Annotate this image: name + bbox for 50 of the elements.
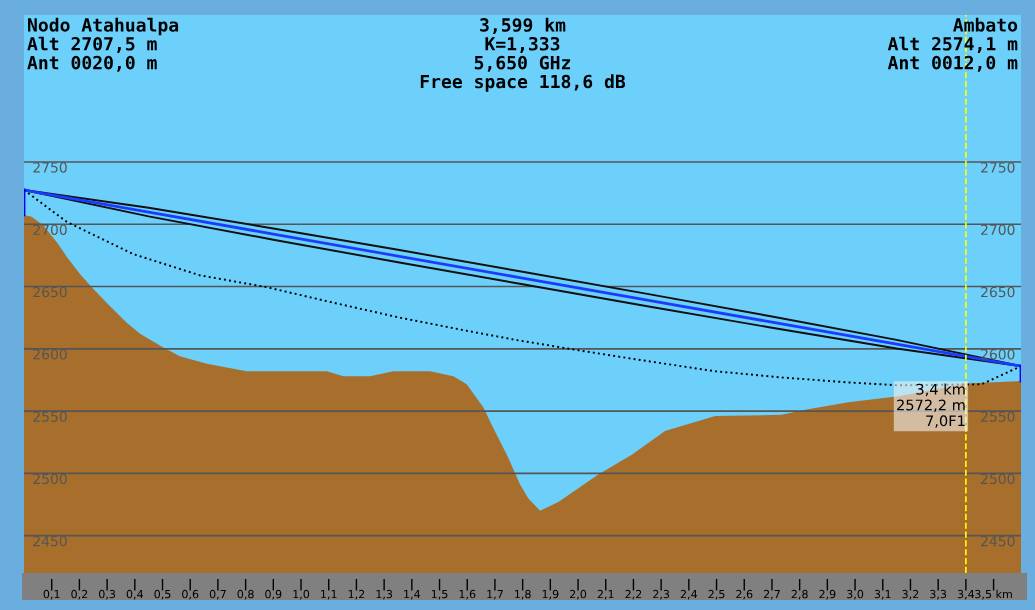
x-tick-label: 1,8 [515,589,531,600]
x-tick-label: 2,6 [736,589,753,600]
y2-tick-label: 2650 [981,286,1015,298]
y2-tick-label: 2700 [981,224,1015,235]
x-tick-label: 0,2 [71,589,88,600]
x-tick-label: 2,1 [597,589,614,600]
y-tick-label: 2500 [33,473,67,485]
x-tick-label: 1,3 [376,589,393,600]
y-tick-label: 2450 [33,535,67,547]
y2-tick-label: 2450 [981,535,1015,547]
x-tick-label: 3,2 [902,589,919,600]
x-tick-label: 0,6 [182,589,199,600]
x-tick-label: 3,0 [847,589,864,600]
x-tick-label: 1,0 [293,589,310,600]
x-tick-label: 1,1 [321,590,337,600]
x-tick-label: 3,4 [957,589,975,600]
x-tick-label: 0,3 [99,589,116,600]
y2-tick-label: 2500 [981,473,1015,485]
x-tick-label: 1,5 [431,590,448,600]
x-tick-label: 0,8 [237,589,254,600]
x-tick-label: 0,4 [126,589,144,600]
x-tick-label: 1,9 [542,589,559,600]
y2-tick-label: 2600 [981,349,1015,360]
annotation: Ambato Alt 2574,1 m Ant 0012,0 m [887,17,1018,72]
x-tick-label: 3,1 [874,589,891,600]
x-tick-label: 0,5 [154,589,171,600]
x-tick-label: 2,4 [680,589,698,600]
y2-tick-label: 2750 [981,162,1015,173]
x-tick-label: 2,9 [819,589,836,600]
x-tick-label: 2,5 [708,589,725,600]
annotation: 3,599 km K=1,333 5,650 GHz Free space 118,6 dB [420,17,626,92]
x-tick-label: 1,7 [487,590,503,600]
x-tick-label: 1,4 [404,590,421,600]
y-tick-label: 2750 [33,162,67,173]
x-tick-label: 2,0 [570,589,587,600]
x-tick-label: 2,3 [653,589,670,600]
x-tick-label: 3,5 km [975,589,1012,600]
x-tick-label: 1,2 [348,589,365,600]
x-tick-label: 2,8 [791,589,808,600]
annotation: 3,4 km 2572,2 m 7,0F1 [897,383,965,428]
x-tick-label: 3,3 [930,589,947,600]
x-tick-label: 0,9 [265,589,282,600]
x-tick-label: 1,6 [459,589,476,600]
annotation: Nodo Atahualpa Alt 2707,5 m Ant 0020,0 m [27,17,179,72]
x-tick-label: 0,7 [209,589,226,600]
x-tick-label: 0,1 [43,589,60,600]
y-tick-label: 2600 [33,349,67,360]
y-tick-label: 2650 [33,286,67,298]
x-tick-label: 2,7 [763,589,780,600]
x-tick-label: 2,2 [625,589,642,600]
